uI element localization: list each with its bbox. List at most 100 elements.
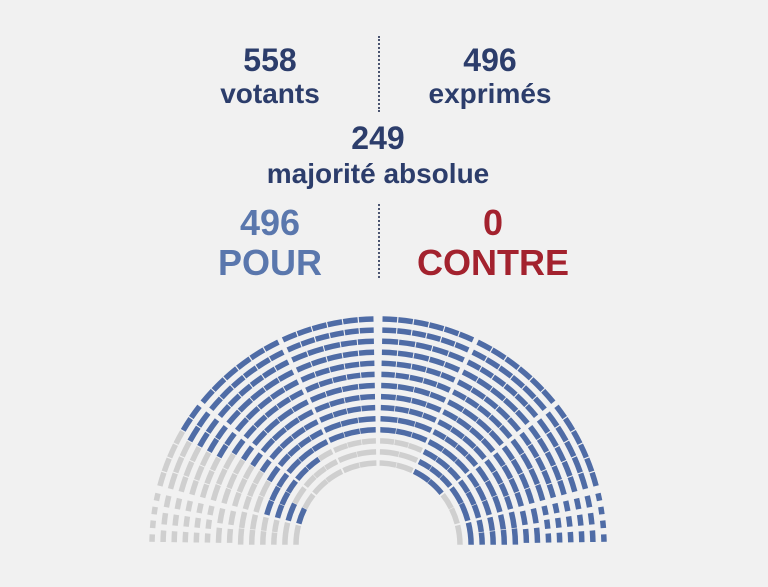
- seat-pour: [381, 371, 396, 378]
- seat-pour: [500, 529, 508, 545]
- contre-value: 0: [482, 202, 504, 243]
- seat-other: [194, 517, 202, 528]
- seat-other: [347, 439, 362, 448]
- seat-pour: [380, 427, 397, 434]
- seat-pour: [488, 414, 503, 429]
- seat-pour: [234, 417, 249, 433]
- seat-pour: [541, 388, 556, 405]
- seat-pour: [397, 417, 416, 427]
- seat-other: [237, 528, 245, 545]
- seat-pour: [439, 474, 453, 488]
- seat-pour: [442, 409, 459, 422]
- seat-pour: [480, 437, 496, 454]
- seat-pour: [555, 425, 569, 443]
- seat-pour: [303, 419, 319, 431]
- seat-other: [173, 430, 185, 445]
- seat-pour: [196, 411, 211, 428]
- seat-pour: [250, 452, 263, 467]
- seat-pour: [413, 352, 430, 362]
- seat-pour: [544, 451, 557, 467]
- seat-other: [221, 487, 232, 505]
- seat-pour: [314, 402, 331, 413]
- seat-pour: [187, 425, 201, 443]
- seat-pour: [263, 377, 280, 392]
- seat-other: [185, 500, 193, 512]
- seat-other: [183, 515, 191, 527]
- seat-pour: [466, 359, 482, 371]
- seat-pour: [478, 532, 485, 545]
- seat-pour: [524, 404, 539, 419]
- seat-pour: [446, 466, 461, 481]
- seat-pour: [296, 507, 307, 525]
- seat-pour: [475, 418, 492, 434]
- seat-pour: [491, 374, 507, 388]
- seat-pour: [264, 418, 281, 434]
- seat-pour: [291, 426, 306, 440]
- seat-pour: [277, 407, 294, 423]
- seat-pour: [488, 430, 504, 447]
- seat-pour: [431, 345, 449, 357]
- seat-pour: [518, 472, 530, 490]
- seat-other: [236, 477, 248, 494]
- seat-pour: [530, 507, 539, 524]
- seat-pour: [314, 333, 330, 342]
- seat-pour: [323, 421, 342, 433]
- seat-other: [174, 497, 183, 510]
- seat-pour: [236, 356, 252, 370]
- seat-pour: [456, 379, 473, 392]
- seat-pour: [427, 439, 445, 452]
- seat-pour: [444, 436, 459, 449]
- seat-other: [161, 457, 172, 473]
- seat-pour: [557, 479, 567, 496]
- seat-pour: [471, 349, 487, 362]
- seat-pour: [314, 367, 331, 377]
- seat-pour: [249, 374, 265, 388]
- seat-pour: [252, 430, 268, 447]
- seat-pour: [358, 349, 375, 356]
- seat-pour: [498, 365, 514, 379]
- seat-pour: [483, 396, 499, 410]
- seat-other: [216, 468, 228, 486]
- seat-pour: [411, 330, 427, 339]
- seat-pour: [298, 447, 315, 463]
- seat-pour: [243, 424, 257, 440]
- seat-pour: [584, 457, 595, 473]
- seat-pour: [461, 369, 479, 382]
- seat-other: [199, 451, 212, 467]
- seat-pour: [206, 437, 220, 454]
- seat-pour: [359, 393, 376, 401]
- seat-pour: [397, 328, 412, 336]
- seat-other: [182, 531, 189, 543]
- seat-pour: [397, 383, 415, 393]
- seat-pour: [200, 388, 215, 405]
- seat-pour: [240, 445, 255, 461]
- seat-pour: [571, 430, 583, 445]
- seat-pour: [432, 429, 447, 441]
- seat-pour: [464, 396, 480, 409]
- seat-pour: [411, 432, 428, 443]
- seat-pour: [437, 419, 453, 431]
- seat-pour: [332, 408, 348, 418]
- seat-pour: [382, 316, 398, 323]
- seat-pour: [573, 497, 582, 510]
- seat-pour: [382, 327, 397, 334]
- seat-pour: [450, 426, 465, 440]
- seat-pour: [409, 374, 424, 384]
- seat-pour: [425, 367, 442, 377]
- seat-pour: [396, 394, 412, 403]
- seat-pour: [492, 470, 504, 485]
- seat-pour: [359, 427, 376, 434]
- seat-pour: [180, 417, 193, 432]
- seat-pour: [490, 387, 506, 402]
- seat-pour: [501, 445, 516, 461]
- seat-pour: [414, 421, 433, 433]
- seat-pour: [279, 435, 294, 450]
- seat-pour: [397, 350, 414, 359]
- seat-pour: [563, 417, 576, 432]
- contre-label: CONTRE: [417, 242, 569, 283]
- seat-pour: [264, 499, 275, 516]
- seat-other: [302, 493, 316, 510]
- seat-pour: [413, 319, 429, 328]
- seat-pour: [514, 491, 524, 507]
